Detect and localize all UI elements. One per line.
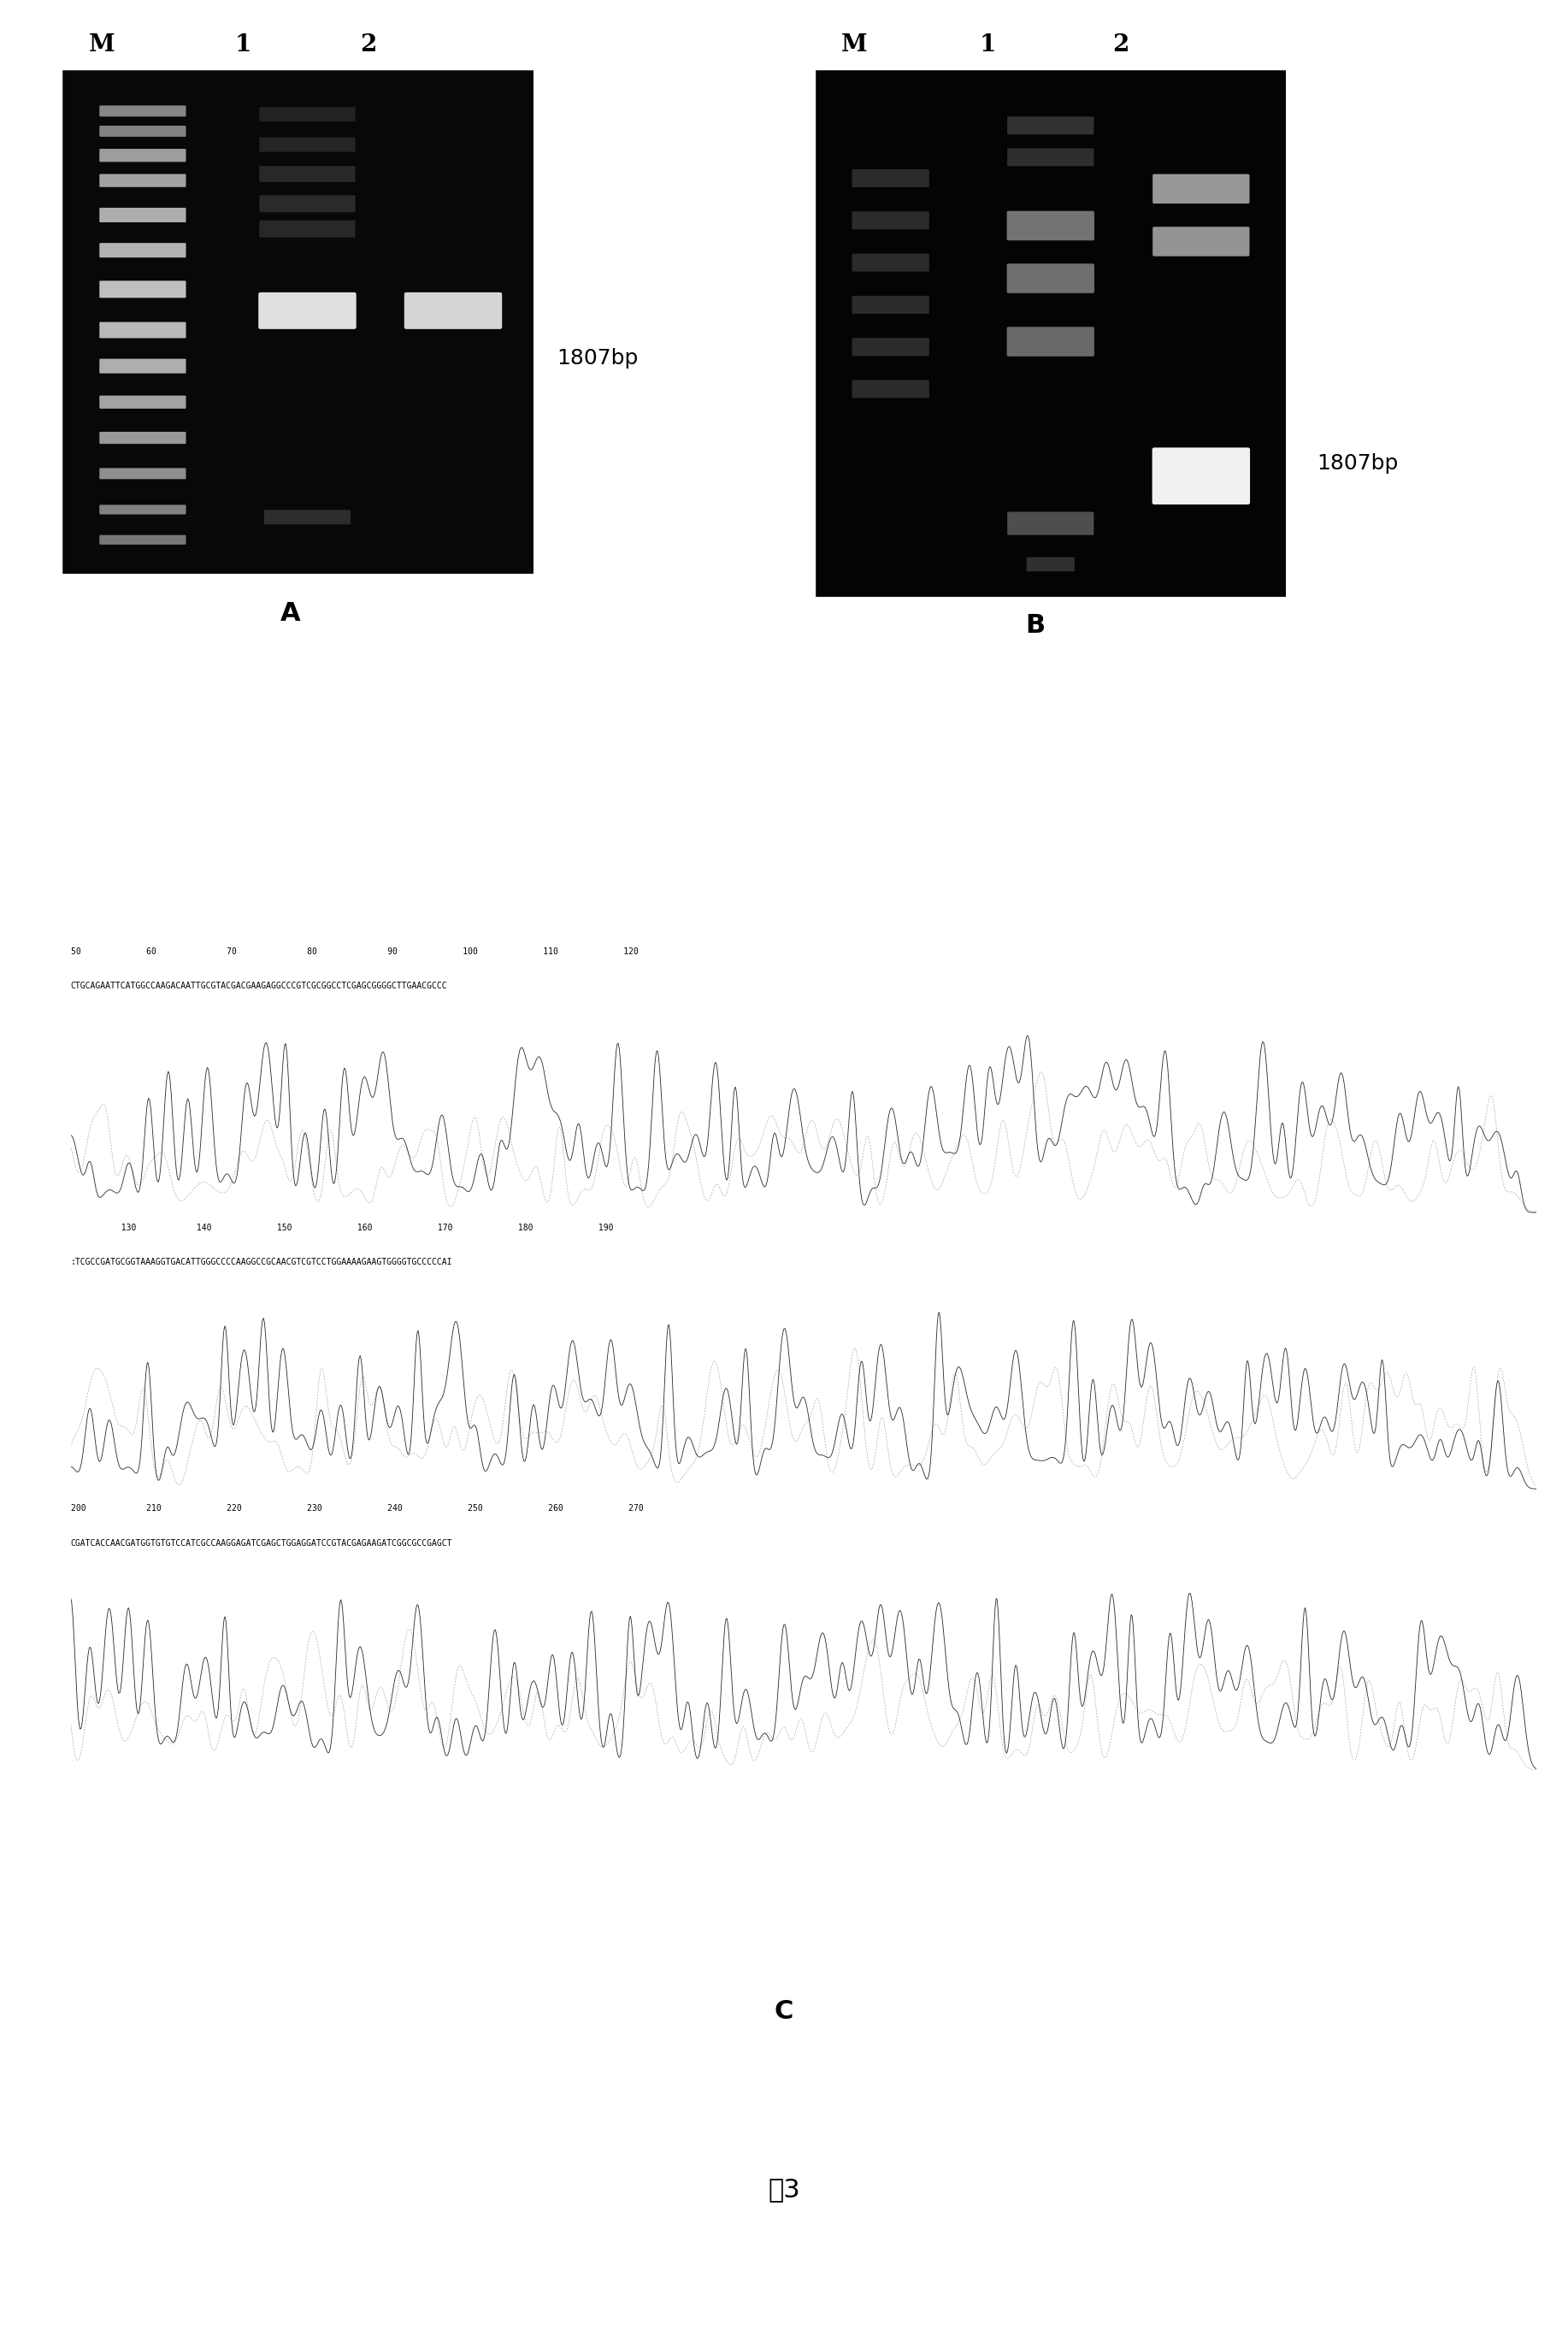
Text: 2: 2 [361, 33, 376, 56]
FancyBboxPatch shape [851, 253, 930, 272]
FancyBboxPatch shape [1007, 513, 1094, 534]
Text: 1807bp: 1807bp [557, 349, 638, 368]
Text: :TCGCCGATGCGGTAAAGGTGACATTGGGCCCCAAGGCCGCAACGTCGTCCTGGAAAAGAAGTGGGGTGCCCCCAI: :TCGCCGATGCGGTAAAGGTGACATTGGGCCCCAAGGCCG… [71, 1258, 452, 1267]
FancyBboxPatch shape [851, 337, 930, 356]
FancyBboxPatch shape [405, 293, 502, 330]
FancyBboxPatch shape [99, 244, 187, 258]
Text: B: B [1025, 614, 1044, 637]
FancyBboxPatch shape [99, 396, 187, 408]
Text: 50             60              70              80              90             10: 50 60 70 80 90 10 [71, 946, 638, 956]
FancyBboxPatch shape [1152, 447, 1250, 504]
FancyBboxPatch shape [99, 208, 187, 222]
Text: CGATCACCAACGATGGTGTGTCCATCGCCAAGGAGATCGAGCTGGAGGATCCGTACGAGAAGATCGGCGCCGAGCT: CGATCACCAACGATGGTGTGTCCATCGCCAAGGAGATCGA… [71, 1539, 452, 1548]
Text: 1: 1 [235, 33, 251, 56]
FancyBboxPatch shape [99, 281, 187, 297]
Text: 2: 2 [1113, 33, 1129, 56]
FancyBboxPatch shape [1152, 173, 1250, 204]
FancyBboxPatch shape [259, 108, 356, 122]
FancyBboxPatch shape [1007, 265, 1094, 293]
FancyBboxPatch shape [259, 138, 356, 152]
FancyBboxPatch shape [1027, 557, 1074, 571]
FancyBboxPatch shape [1007, 211, 1094, 241]
FancyBboxPatch shape [851, 295, 930, 314]
FancyBboxPatch shape [99, 506, 187, 515]
Text: 1807bp: 1807bp [1317, 454, 1399, 473]
FancyBboxPatch shape [99, 126, 187, 136]
Text: 200            210             220             230             240             2: 200 210 220 230 240 2 [71, 1504, 643, 1513]
FancyBboxPatch shape [63, 70, 533, 574]
FancyBboxPatch shape [259, 194, 356, 213]
FancyBboxPatch shape [1007, 328, 1094, 356]
FancyBboxPatch shape [99, 173, 187, 187]
Text: M: M [89, 33, 114, 56]
FancyBboxPatch shape [263, 511, 351, 525]
FancyBboxPatch shape [851, 379, 930, 398]
FancyBboxPatch shape [851, 169, 930, 187]
Text: 图3: 图3 [768, 2178, 800, 2201]
FancyBboxPatch shape [99, 105, 187, 117]
FancyBboxPatch shape [99, 431, 187, 445]
Text: M: M [842, 33, 867, 56]
FancyBboxPatch shape [99, 534, 187, 546]
FancyBboxPatch shape [99, 323, 187, 337]
FancyBboxPatch shape [851, 211, 930, 230]
Text: C: C [775, 2000, 793, 2023]
FancyBboxPatch shape [99, 468, 187, 480]
FancyBboxPatch shape [99, 150, 187, 162]
Text: 130            140             150             160             170             1: 130 140 150 160 170 1 [71, 1223, 613, 1232]
FancyBboxPatch shape [1152, 227, 1250, 255]
Text: 1: 1 [980, 33, 996, 56]
FancyBboxPatch shape [815, 70, 1286, 597]
FancyBboxPatch shape [259, 166, 356, 183]
Text: A: A [281, 602, 299, 625]
FancyBboxPatch shape [1007, 117, 1094, 133]
FancyBboxPatch shape [259, 293, 356, 330]
FancyBboxPatch shape [99, 358, 187, 372]
FancyBboxPatch shape [259, 220, 356, 237]
FancyBboxPatch shape [1007, 148, 1094, 166]
Text: CTGCAGAATTCATGGCCAAGACAATTGCGTACGACGAAGAGGCCCGTCGCGGCCTCGAGCGGGGCTTGAACGCCC: CTGCAGAATTCATGGCCAAGACAATTGCGTACGACGAAGA… [71, 981, 447, 991]
